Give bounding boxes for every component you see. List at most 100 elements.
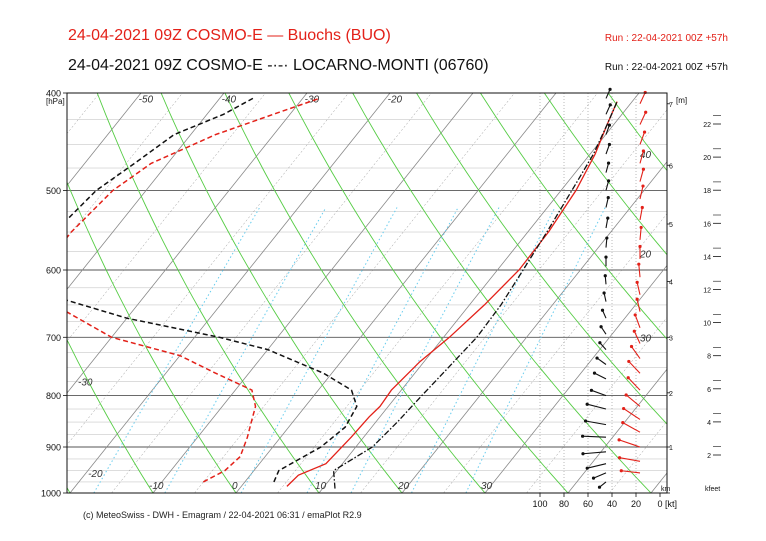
buochs-wind-barb-tip — [642, 130, 647, 134]
title-buochs: 24-04-2021 09Z COSMO-E — Buochs (BUO) — [68, 27, 391, 45]
locarno-wind-barb — [596, 357, 607, 365]
locarno-wind-barb — [605, 237, 608, 248]
buochs-wind-barb-tip — [632, 329, 636, 333]
locarno-wind-barb — [585, 420, 607, 426]
locarno-wind-barb-tip — [608, 87, 612, 91]
locarno-wind-barb — [605, 197, 609, 208]
isotherm-line — [67, 93, 266, 342]
buochs-wind-barb — [619, 457, 641, 462]
locarno-wind-barb-tip — [606, 161, 611, 165]
isotherm-line — [69, 93, 391, 493]
buochs-wind-barb — [639, 169, 644, 182]
locarno-wind-barb — [605, 124, 610, 135]
locarno-wind-barb-tip — [603, 274, 607, 278]
locarno-temperature-profile — [332, 101, 618, 489]
isotherm-label: -40 — [222, 94, 237, 105]
isotherm-line — [484, 264, 667, 493]
buochs-wind-barb — [639, 131, 646, 145]
locarno-wind-barb-tip — [608, 103, 612, 107]
buochs-wind-barb-tip — [617, 456, 622, 460]
locarno-wind-barb-tip — [589, 388, 594, 392]
isotherm-line — [609, 420, 667, 493]
buochs-wind-barb-tip — [619, 469, 623, 473]
dry-adiabat-line — [160, 93, 403, 493]
locarno-wind-barb — [582, 435, 607, 438]
buochs-temperature-profile — [286, 101, 618, 487]
locarno-wind-barb — [605, 162, 610, 173]
dry-adiabat-line — [607, 93, 667, 172]
locarno-wind-barb — [582, 451, 607, 455]
isotherm-line — [111, 93, 432, 493]
buochs-wind-barb — [639, 227, 642, 240]
height-km-label: 2 — [669, 391, 673, 398]
dry-adiabat-line — [67, 338, 154, 493]
pressure-axis-label: 800 — [46, 391, 61, 401]
buochs-wind-barb — [639, 92, 646, 105]
isotherm-line — [235, 93, 557, 493]
height-km-label: 4 — [669, 279, 673, 286]
isotherm-label: -50 — [139, 94, 154, 105]
height-kfeet-label: 6 — [707, 387, 711, 394]
mixing-ratio-line — [350, 207, 500, 493]
wind-axis-tick-label: 100 — [532, 499, 547, 509]
buochs-wind-barb-tip — [629, 344, 634, 349]
locarno-wind-barb-tip — [585, 466, 589, 470]
height-kfeet-axis-label: kfeet — [705, 486, 720, 493]
pressure-axis-label: 500 — [46, 186, 61, 196]
wind-axis-unit: [kt] — [665, 499, 677, 509]
buochs-wind-barb — [639, 112, 647, 125]
isotherm-line — [318, 93, 640, 493]
dry-adiabat-line — [224, 93, 486, 493]
isotherm-label: -30 — [78, 378, 93, 389]
locarno-wind-barb — [605, 104, 611, 115]
locarno-wind-barb-tip — [606, 216, 610, 220]
run-info-locarno: Run : 22-04-2021 00Z +57h — [604, 62, 728, 73]
buochs-wind-barb — [633, 330, 641, 344]
dry-adiabat-line — [736, 93, 766, 493]
locarno-wind-barb-tip — [583, 419, 588, 423]
height-km-label: 5 — [669, 222, 673, 229]
dry-adiabat-line — [416, 93, 667, 425]
locarno-wind-barb — [605, 180, 610, 191]
locarno-wind-barb-tip — [606, 179, 611, 183]
isotherm-line — [277, 93, 598, 493]
wind-speed-isoline-label: 20 — [639, 250, 652, 261]
locarno-wind-barb-tip — [585, 402, 589, 406]
buochs-wind-barb — [622, 422, 641, 433]
buochs-wind-barb — [623, 408, 641, 420]
isotherm-line — [0, 93, 58, 493]
temperature-axis-label: -10 — [149, 481, 164, 492]
height-kfeet-label: 2 — [707, 453, 711, 460]
wind-axis-tick-label: 80 — [559, 499, 569, 509]
buochs-wind-barb — [618, 439, 641, 448]
locarno-wind-barb-tip — [592, 371, 597, 375]
locarno-wind-barb — [587, 403, 607, 410]
locarno-wind-barb — [587, 463, 607, 469]
height-kfeet-label: 10 — [703, 321, 711, 328]
mixing-ratio-line — [240, 207, 398, 493]
locarno-wind-barb-tip — [602, 291, 606, 295]
locarno-wind-barb — [605, 144, 610, 155]
legend-solid-line-symbol: — — [267, 27, 284, 44]
dry-adiabat-line — [480, 93, 667, 340]
buochs-wind-barb-tip — [635, 280, 639, 284]
isotherm-line — [0, 93, 17, 493]
buochs-wind-barb-tip — [639, 225, 643, 230]
buochs-wind-barb-tip — [644, 110, 648, 114]
height-kfeet-label: 20 — [703, 155, 711, 162]
buochs-wind-barb-tip — [624, 393, 628, 397]
buochs-dewpoint-profile — [67, 97, 320, 483]
temperature-axis-label: 20 — [397, 481, 410, 492]
buochs-wind-barb-tip — [617, 438, 621, 442]
temperature-axis-label: 10 — [315, 481, 327, 492]
height-kfeet-label: 22 — [703, 122, 711, 129]
buochs-wind-barb — [634, 314, 641, 329]
mixing-ratio-line — [93, 207, 261, 493]
buochs-wind-barb — [639, 207, 643, 221]
pressure-axis-unit: [hPa] — [46, 97, 65, 106]
isotherm-line — [567, 368, 667, 493]
height-kfeet-label: 12 — [703, 288, 711, 295]
isotherm-label: -20 — [88, 469, 103, 480]
temperature-axis-label: 0 — [232, 481, 238, 492]
buochs-wind-barb-tip — [638, 244, 642, 249]
